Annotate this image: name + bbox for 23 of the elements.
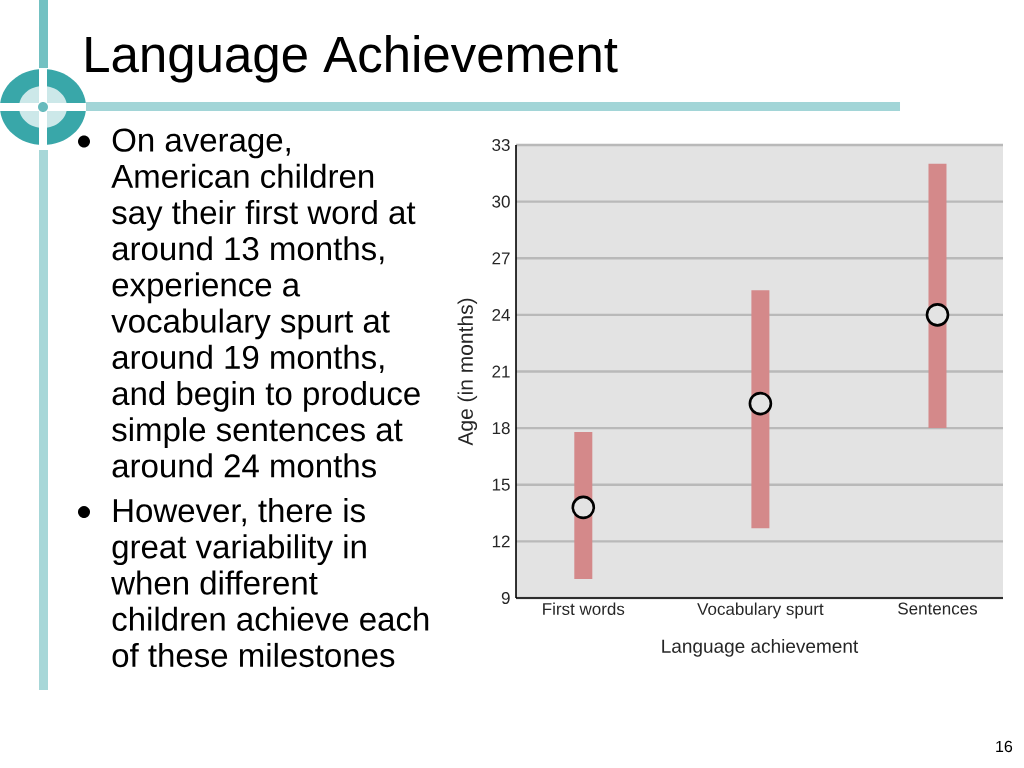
text: However, there is great variability in when different children achieve each of these milestones [111, 498, 429, 668]
y-tick-label: 21 [492, 365, 510, 378]
y-tick-label: 9 [501, 591, 510, 605]
y-tick-label: 18 [492, 422, 510, 435]
y-tick-label: 15 [492, 478, 510, 491]
point [748, 391, 773, 416]
x-tick-label: First words [543, 602, 625, 616]
bar [928, 163, 947, 429]
x-tick-label: Sentences [898, 602, 978, 615]
x-axis-title: Language achievement [662, 638, 859, 657]
y-tick-label: 12 [492, 535, 510, 548]
point [571, 495, 596, 520]
text: 16 [996, 740, 1013, 753]
y-tick-label: 27 [492, 252, 510, 265]
chart-title: Language Achievement [86, 35, 618, 83]
y-tick-label: 24 [492, 308, 510, 321]
bar [751, 290, 770, 529]
text: On average, American children say their first word at around 13 months, experience a vocabulary spurt at around 19 months, and begin to produce simple sentences at around 24 months [111, 128, 420, 478]
x-tick-label: Vocabulary spurt [697, 602, 824, 619]
point [925, 303, 950, 327]
y-axis-title: Age (in months) [457, 298, 478, 446]
y-tick-label: 33 [492, 138, 510, 152]
y-tick-label: 30 [492, 195, 510, 208]
